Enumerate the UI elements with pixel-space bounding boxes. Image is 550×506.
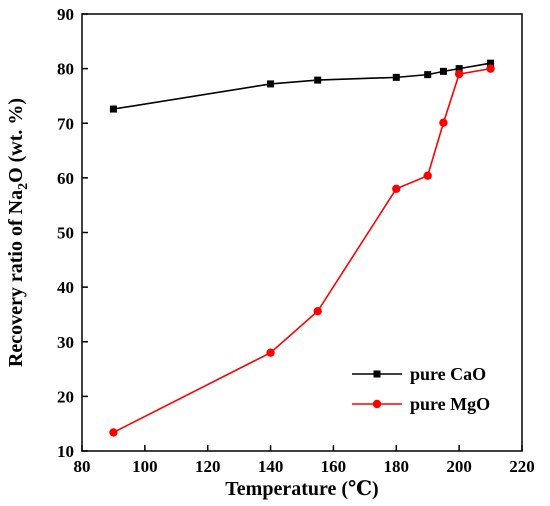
y-tick-label: 60 — [57, 169, 74, 188]
series-line — [113, 62, 491, 110]
x-tick-label: 160 — [321, 457, 347, 476]
x-tick-label: 80 — [74, 457, 91, 476]
data-point — [487, 59, 495, 67]
y-axis: 10 20 30 40 50 60 70 80 90 — [57, 5, 88, 461]
data-point — [423, 171, 432, 180]
data-point — [454, 69, 464, 79]
data-point — [392, 73, 400, 81]
data-point — [392, 184, 401, 193]
x-tick-label: 180 — [384, 457, 410, 476]
x-tick-label: 120 — [195, 457, 221, 476]
legend-marker — [372, 399, 382, 409]
data-point — [109, 105, 117, 113]
y-axis-title-subscript: 2 — [16, 183, 31, 190]
y-tick-label: 10 — [57, 442, 74, 461]
legend-item: pure MgO — [352, 394, 490, 414]
y-tick-label: 50 — [57, 224, 74, 243]
series-pure-mgo — [109, 64, 495, 437]
x-tick-label: 200 — [446, 457, 472, 476]
data-point — [424, 71, 432, 79]
data-point — [486, 64, 495, 73]
y-axis-title-tail: O (wt. %) — [5, 98, 27, 183]
data-point — [314, 76, 322, 84]
series-pure-cao — [109, 59, 495, 113]
y-tick-label: 40 — [57, 278, 74, 297]
plot-frame — [81, 13, 523, 452]
series-line — [113, 67, 491, 434]
data-point — [439, 67, 447, 75]
y-tick-label: 90 — [57, 5, 74, 24]
plot-area — [81, 13, 523, 452]
legend-label: pure CaO — [410, 364, 486, 384]
y-axis-title: Recovery ratio of Na2O (wt. %) — [5, 98, 31, 367]
x-axis-title: Temperature (℃) — [225, 478, 378, 500]
x-tick-label: 140 — [258, 457, 284, 476]
y-tick-label: 30 — [57, 333, 74, 352]
y-tick-label: 20 — [57, 387, 74, 406]
data-point — [266, 348, 275, 357]
x-tick-label: 100 — [132, 457, 158, 476]
x-axis: 80 100 120 140 160 180 200 220 — [74, 445, 535, 476]
y-tick-label: 70 — [57, 114, 74, 133]
data-point — [267, 80, 275, 88]
data-point — [313, 306, 322, 316]
x-tick-label: 220 — [509, 457, 535, 476]
y-tick-label: 80 — [57, 60, 74, 79]
legend-label: pure MgO — [410, 394, 490, 414]
legend-item: pure CaO — [352, 364, 486, 384]
data-point — [439, 118, 448, 127]
data-point — [109, 428, 118, 437]
series-layer — [109, 59, 495, 437]
data-point — [455, 65, 463, 73]
legend: pure CaO pure MgO — [352, 364, 490, 414]
legend-marker — [373, 370, 381, 378]
y-axis-title-main: Recovery ratio of Na — [5, 190, 27, 367]
